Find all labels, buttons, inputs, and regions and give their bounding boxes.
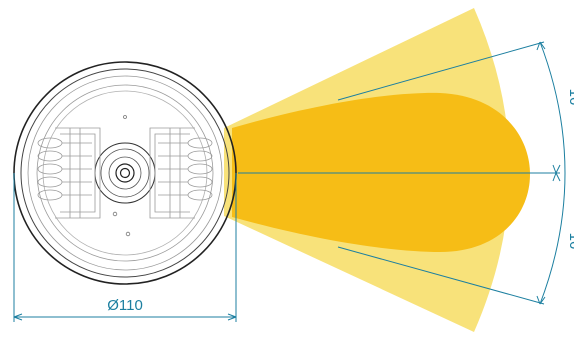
diameter-arrow-left — [13, 313, 23, 321]
angle-arc — [539, 41, 566, 305]
lens-ring-2 — [100, 148, 150, 198]
led-module-right — [149, 127, 213, 219]
arc-arrow-bottom — [536, 295, 546, 305]
arc-arrow-mid-down — [552, 172, 561, 182]
angle-upper-label: 16° — [566, 89, 574, 112]
lens-ring-3 — [108, 156, 142, 190]
diameter-arrow-right — [227, 313, 237, 321]
led-module-left — [37, 127, 101, 219]
screw-1 — [112, 211, 118, 217]
dimension-lines — [13, 41, 566, 322]
housing-outer-rim — [13, 61, 237, 285]
angle-ray-upper — [337, 41, 545, 101]
diameter-label: Ø110 — [107, 297, 143, 314]
angle-lower-label: 16° — [566, 233, 574, 256]
light-beam — [224, 8, 530, 332]
housing-ring-2 — [36, 84, 214, 262]
lens-ring-4 — [115, 163, 135, 183]
luminaire-housing — [13, 61, 237, 285]
housing-ring-1 — [27, 75, 223, 271]
lens-center — [119, 167, 131, 179]
beam-inner-core — [232, 92, 530, 253]
screw-2 — [125, 231, 131, 237]
housing-inner-rim — [20, 68, 230, 278]
lens-ring-1 — [94, 142, 156, 204]
arc-arrow-mid-up — [552, 164, 561, 174]
screw-3 — [123, 115, 127, 119]
angle-ray-lower — [337, 246, 545, 305]
arc-arrow-top — [536, 41, 546, 51]
